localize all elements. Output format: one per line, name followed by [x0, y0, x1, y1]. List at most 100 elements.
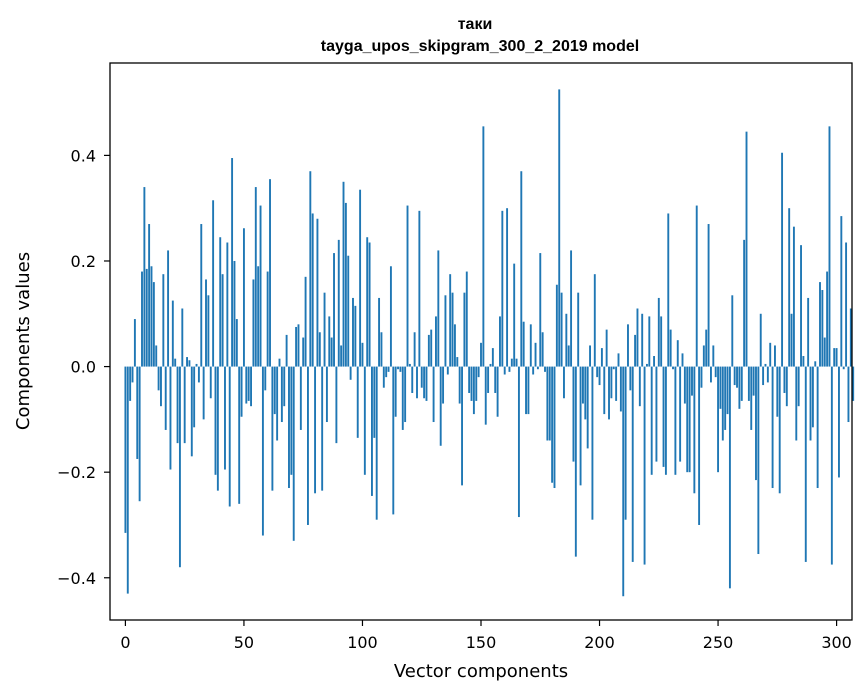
bar — [186, 357, 188, 367]
bar — [655, 366, 658, 462]
x-tick-label: 50 — [234, 633, 254, 652]
bar — [629, 366, 632, 391]
bar — [572, 366, 575, 462]
bar — [809, 366, 812, 441]
bar — [551, 366, 554, 483]
bar — [468, 366, 471, 393]
bar — [757, 366, 760, 555]
bar — [359, 189, 362, 367]
bar — [615, 366, 618, 401]
bar — [776, 366, 779, 417]
bar — [494, 366, 497, 393]
bar — [544, 366, 546, 372]
bar — [838, 366, 840, 478]
bar — [126, 366, 129, 594]
bar — [816, 366, 819, 489]
bar — [193, 366, 196, 428]
bar — [138, 366, 141, 502]
bar — [316, 218, 319, 367]
bar — [238, 366, 241, 504]
bar — [527, 366, 530, 415]
bar — [700, 366, 703, 388]
bar — [202, 366, 205, 420]
bar — [532, 366, 535, 375]
bar — [747, 366, 750, 401]
bar — [145, 268, 148, 367]
bar — [205, 279, 207, 367]
bar — [176, 366, 179, 444]
bar — [242, 228, 245, 367]
bar — [849, 308, 852, 367]
bar — [389, 266, 392, 367]
bar — [539, 253, 542, 367]
bar — [309, 171, 312, 367]
bar — [721, 366, 724, 441]
x-tick-label: 100 — [347, 633, 378, 652]
bar — [368, 242, 371, 367]
bar — [631, 366, 634, 562]
bar — [323, 292, 326, 367]
bar — [596, 366, 599, 378]
bar — [774, 345, 776, 367]
bar — [733, 366, 736, 386]
bar — [342, 181, 345, 367]
bar — [797, 366, 800, 407]
bar — [717, 366, 720, 473]
bar — [250, 366, 252, 407]
bar — [785, 366, 788, 407]
bar — [181, 308, 184, 367]
bar — [605, 329, 608, 367]
bar — [698, 366, 701, 525]
bar — [695, 205, 698, 367]
bar — [522, 321, 525, 367]
bar — [766, 366, 769, 383]
bar — [740, 366, 743, 401]
bar — [681, 353, 684, 367]
bar — [619, 366, 622, 412]
bar — [148, 224, 151, 367]
bar — [226, 242, 229, 367]
bar — [702, 345, 705, 367]
bar — [136, 366, 139, 459]
bar — [124, 366, 127, 533]
bar — [233, 260, 236, 367]
bar — [347, 255, 350, 367]
bar — [634, 334, 637, 367]
bar — [567, 345, 570, 367]
bar — [771, 366, 774, 489]
bar — [131, 366, 134, 383]
bar — [600, 348, 603, 367]
bar — [586, 366, 589, 449]
bar — [152, 282, 155, 367]
bar — [432, 366, 435, 423]
bar — [807, 297, 810, 367]
bar — [207, 295, 210, 367]
bar — [245, 366, 248, 404]
bar — [382, 366, 385, 388]
bar — [529, 324, 532, 367]
bar — [430, 329, 433, 367]
x-axis-label: Vector components — [394, 661, 568, 682]
x-tick-label: 200 — [584, 633, 615, 652]
bar — [584, 366, 587, 420]
bar — [273, 366, 276, 415]
bar — [622, 366, 625, 597]
bar — [150, 266, 153, 367]
bar — [418, 210, 421, 367]
bar — [363, 366, 366, 475]
bar — [411, 366, 414, 393]
bar — [472, 366, 475, 415]
bar — [209, 366, 212, 399]
bar — [195, 363, 198, 367]
bar — [736, 366, 738, 388]
bar — [800, 245, 802, 367]
bar — [387, 366, 390, 372]
bar — [499, 316, 501, 367]
bar — [764, 363, 767, 367]
bar — [819, 282, 821, 367]
y-tick-label: −0.4 — [57, 569, 96, 588]
bar — [295, 326, 298, 367]
bar — [726, 366, 729, 415]
bar — [847, 366, 850, 423]
